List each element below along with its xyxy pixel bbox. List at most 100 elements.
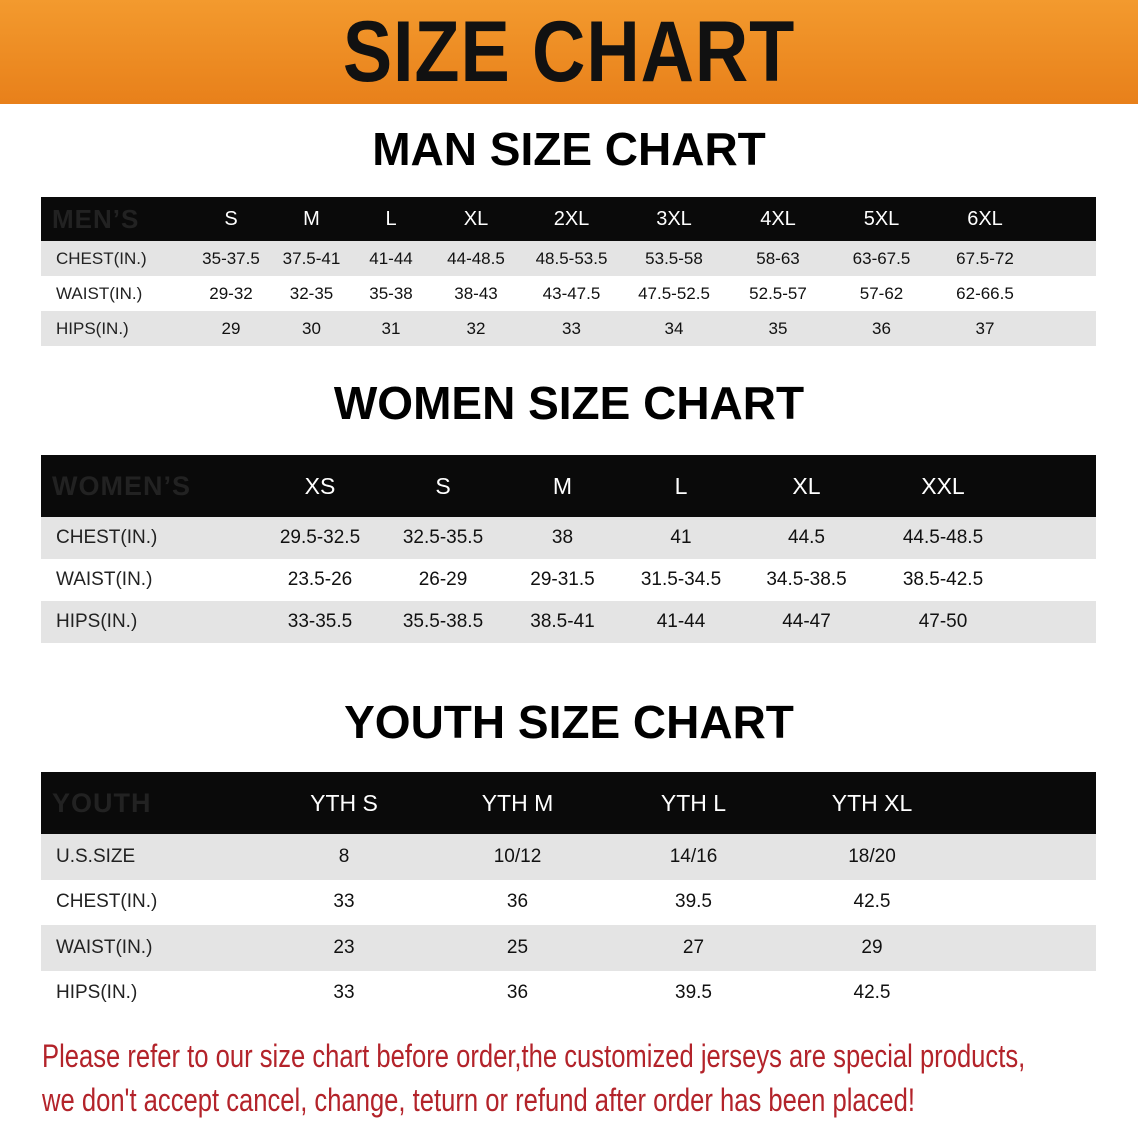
table-cell: 29.5-32.5 <box>279 527 361 548</box>
table-row: HIPS(IN.) 33 36 39.5 42.5 <box>41 970 1096 1016</box>
table-cell: 38.5-42.5 <box>902 569 984 590</box>
table-cell: 67.5-72 <box>956 248 1014 268</box>
size-header: S <box>435 472 451 499</box>
row-label: U.S.SIZE <box>56 845 136 867</box>
table-row: U.S.SIZE 8 10/12 14/16 18/20 <box>41 834 1096 880</box>
table-title-cell: YOUTH <box>52 787 152 818</box>
youth-size-table: YOUTH YTH S YTH M YTH L YTH XL U.S.SIZE 8 10/12… <box>41 772 1096 1016</box>
table-row: WAIST(IN.) 23.5-26 26-29 29-31.5 31.5-34.5 34… <box>41 559 1096 601</box>
table-row: CHEST(IN.) 29.5-32.5 32.5-35.5 38 41 44.5 44.5… <box>41 517 1096 559</box>
table-cell: 29-31.5 <box>530 569 595 590</box>
size-header: YTH M <box>481 789 554 816</box>
table-cell: 41-44 <box>369 248 413 268</box>
table-cell: 33 <box>333 982 355 1004</box>
women-size-table: WOMEN’S XS S M L XL XXL CHEST(IN.) 29.5-32.5 32.5… <box>41 455 1096 643</box>
table-cell: 41 <box>670 527 692 548</box>
row-label: CHEST(IN.) <box>56 527 158 548</box>
table-cell: 36 <box>506 982 529 1004</box>
size-header: S <box>224 207 238 230</box>
table-cell: 34.5-38.5 <box>766 569 847 590</box>
table-cell: 53.5-58 <box>645 248 703 268</box>
table-cell: 63-67.5 <box>852 248 911 268</box>
size-header: M <box>303 207 320 230</box>
table-header-row: MEN’S S M L XL 2XL 3XL 4XL 5XL 6XL <box>41 197 1096 241</box>
table-cell: 33 <box>333 891 355 913</box>
table-cell: 47-50 <box>918 611 968 632</box>
table-title-cell: WOMEN’S <box>52 470 191 501</box>
table-cell: 33 <box>562 318 581 338</box>
table-cell: 36 <box>872 318 891 338</box>
table-cell: 30 <box>302 318 321 338</box>
table-cell: 44-47 <box>782 611 831 632</box>
table-cell: 39.5 <box>675 891 712 913</box>
size-header: L <box>385 207 397 230</box>
table-cell: 32-35 <box>289 283 334 303</box>
size-header: 3XL <box>656 207 692 230</box>
table-row: HIPS(IN.) 33-35.5 35.5-38.5 38.5-41 41-44 44-… <box>41 601 1096 643</box>
row-label: WAIST(IN.) <box>56 936 153 958</box>
table-cell: 48.5-53.5 <box>535 248 608 268</box>
table-cell: 58-63 <box>756 248 800 268</box>
table-row: WAIST(IN.) 23 25 27 29 <box>41 925 1096 971</box>
table-cell: 35.5-38.5 <box>402 611 484 632</box>
table-cell: 62-66.5 <box>956 283 1014 303</box>
row-label: CHEST(IN.) <box>56 891 158 913</box>
table-cell: 29 <box>221 318 241 338</box>
row-label: HIPS(IN.) <box>56 318 129 338</box>
table-cell: 47.5-52.5 <box>638 283 710 303</box>
table-cell: 57-62 <box>859 283 904 303</box>
note-line-2: we don't accept cancel, change, teturn o… <box>42 1082 915 1118</box>
table-cell: 23.5-26 <box>287 569 353 590</box>
table-cell: 37 <box>975 318 995 338</box>
table-cell: 26-29 <box>418 569 468 590</box>
women-title: WOMEN SIZE CHART <box>333 377 805 429</box>
men-size-table: MEN’S S M L XL 2XL 3XL 4XL 5XL 6XL CHEST(IN.) 35-37… <box>41 197 1096 346</box>
table-cell: 42.5 <box>853 891 891 913</box>
table-cell: 25 <box>506 936 529 958</box>
row-label: WAIST(IN.) <box>56 569 153 590</box>
size-header: 4XL <box>760 207 796 230</box>
table-cell: 35 <box>768 318 788 338</box>
size-header: YTH XL <box>831 789 913 816</box>
table-cell: 34 <box>664 318 684 338</box>
size-header: XS <box>304 472 336 499</box>
table-row: HIPS(IN.) 29 30 31 32 33 34 35 36 37 <box>41 311 1096 346</box>
table-cell: 44-48.5 <box>447 248 505 268</box>
table-cell: 38.5-41 <box>530 611 595 632</box>
table-cell: 31 <box>381 318 401 338</box>
size-header: 5XL <box>863 207 900 230</box>
table-cell: 32 <box>466 318 486 338</box>
table-header-row: YOUTH YTH S YTH M YTH L YTH XL <box>41 772 1096 834</box>
table-cell: 44.5-48.5 <box>902 527 984 548</box>
table-cell: 29 <box>861 936 883 958</box>
table-row: CHEST(IN.) 33 36 39.5 42.5 <box>41 879 1096 925</box>
table-row: CHEST(IN.) 35-37.5 37.5-41 41-44 44-48.5 48.5… <box>41 241 1096 276</box>
note-line-1: Please refer to our size chart before or… <box>42 1038 1026 1074</box>
table-cell: 38 <box>551 527 574 548</box>
table-cell: 35-38 <box>369 283 413 303</box>
table-cell: 44.5 <box>788 527 825 548</box>
table-cell: 14/16 <box>669 845 718 867</box>
men-title: MAN SIZE CHART <box>372 123 766 175</box>
row-label: CHEST(IN.) <box>56 248 147 268</box>
youth-title: YOUTH SIZE CHART <box>344 696 794 748</box>
size-header: M <box>552 472 573 499</box>
table-cell: 52.5-57 <box>749 283 807 303</box>
table-cell: 38-43 <box>454 283 498 303</box>
table-cell: 29-32 <box>209 283 253 303</box>
size-header: 2XL <box>553 207 590 230</box>
row-label: HIPS(IN.) <box>56 982 138 1004</box>
table-cell: 37.5-41 <box>282 248 341 268</box>
table-cell: 33-35.5 <box>287 611 353 632</box>
row-label: WAIST(IN.) <box>56 283 143 303</box>
table-cell: 43-47.5 <box>542 283 601 303</box>
banner-title: SIZE CHART <box>342 3 796 100</box>
table-cell: 10/12 <box>493 845 542 867</box>
banner: SIZE CHART <box>0 0 1138 104</box>
size-header: XL <box>792 472 821 499</box>
table-cell: 42.5 <box>853 982 891 1004</box>
table-title-cell: MEN’S <box>52 203 140 234</box>
table-cell: 35-37.5 <box>202 248 260 268</box>
table-cell: 31.5-34.5 <box>640 569 722 590</box>
table-cell: 32.5-35.5 <box>402 527 484 548</box>
